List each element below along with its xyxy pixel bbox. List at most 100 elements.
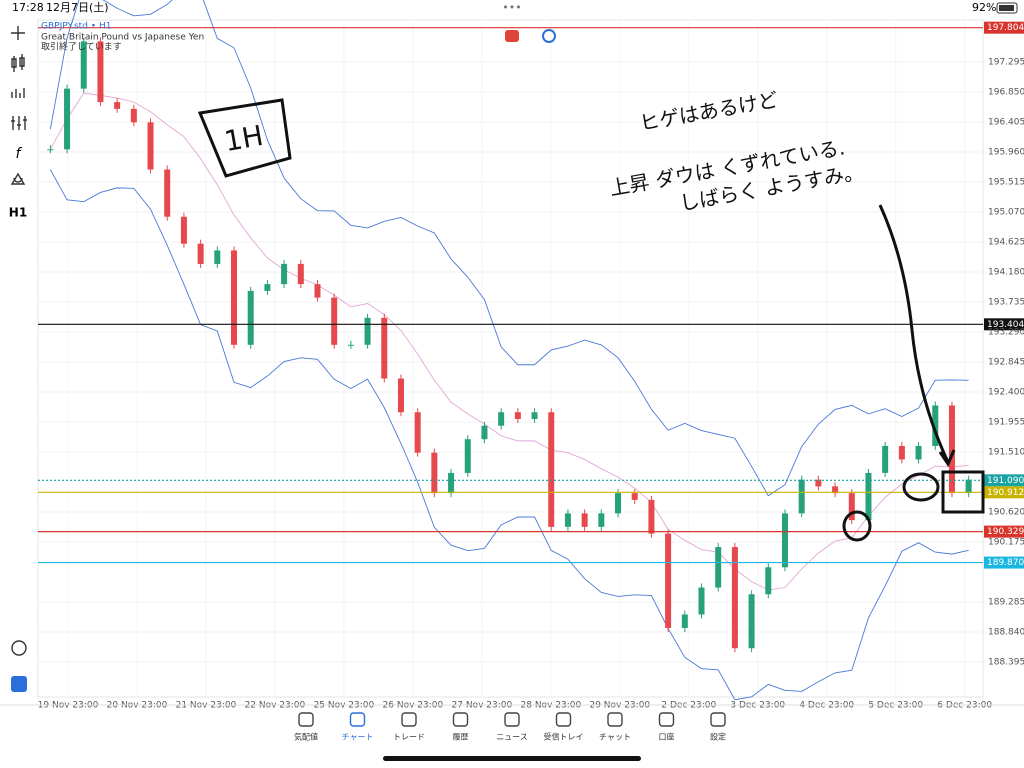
nav-icon[interactable] [504,712,520,727]
function-tool[interactable]: f [16,146,23,162]
y-tick-label: 188.395 [988,658,1024,668]
candle [381,317,388,379]
candle [648,499,655,534]
candle [731,547,738,649]
candle [514,412,521,419]
candle [264,284,271,291]
hand-square [941,470,985,514]
nav-icon[interactable] [452,712,469,727]
price-level-tag [984,556,1024,569]
price-level-tag [984,525,1024,538]
candle [564,513,571,527]
nav-label[interactable]: チャート [342,733,374,742]
nav-label[interactable]: 受信トレイ [544,732,584,742]
y-tick-label: 188.840 [988,628,1024,638]
nav-label[interactable]: 設定 [710,733,726,742]
nav-icon[interactable] [607,712,623,727]
crosshair-tool[interactable] [11,26,25,40]
candle [47,149,54,151]
nav-icon[interactable] [298,712,314,727]
chart-type-tool[interactable] [11,54,25,72]
left-toolbar [10,26,27,656]
candle [231,250,238,345]
hand-timeframe: 1H [222,119,266,158]
candle [681,614,688,628]
nav-label[interactable]: 気配値 [294,732,318,742]
y-tick-label: 192.845 [988,358,1024,368]
battery-level: 92% [972,1,996,14]
candle [581,513,588,527]
nav-label[interactable]: チャット [599,733,631,742]
candle [948,405,955,494]
candle [364,317,371,345]
plot-frame [37,19,984,698]
price-level-label: 190.912 [987,488,1024,498]
timeframe-tool[interactable]: H1 [9,206,27,220]
candle [698,587,705,615]
y-tick-label: 190.620 [988,508,1024,518]
candle [882,445,889,473]
nav-label[interactable]: 履歴 [453,733,469,742]
candle [548,412,555,527]
nav-icon[interactable] [349,712,366,727]
price-level-tag [984,474,1024,487]
battery-icon [996,2,1018,14]
candle [715,547,722,588]
candle [598,513,605,527]
nav-icon[interactable] [658,712,675,727]
candle [80,41,87,89]
nav-label[interactable]: ニュース [496,733,528,742]
candle [147,122,154,170]
nav-icon[interactable] [555,712,572,727]
candle [965,479,972,494]
candle [97,41,104,103]
y-tick-label: 193.290 [988,328,1024,338]
objects-tool[interactable] [10,172,26,185]
candle [765,567,772,595]
hand-circle [842,510,872,542]
trade-button[interactable] [505,30,519,42]
y-tick-label: 196.405 [988,118,1024,128]
hand-circle [902,472,940,502]
bottom-nav: 気配値 チャート トレード 履歴 ニュース 受信トレイ チャット 口座 設定 [294,712,726,742]
hand-note-1: ヒゲはあるけど [638,87,780,135]
nav-label[interactable]: 口座 [659,733,675,742]
candle [347,344,354,346]
candle [448,472,455,494]
candle [498,412,505,426]
candle [748,594,755,649]
price-level-label: 193.404 [987,320,1024,330]
analytics-tool[interactable] [11,640,27,656]
status-time: 17:28 [12,1,44,14]
settings-tool[interactable] [11,116,27,130]
app-logo[interactable] [11,676,27,692]
hand-box [197,98,292,178]
indicator-tool[interactable] [11,88,25,98]
y-tick-label: 191.510 [988,448,1024,458]
candle [114,102,121,109]
bands [49,0,969,701]
y-tick-label: 195.515 [988,178,1024,188]
candle [915,445,922,460]
price-level-label: 191.090 [987,476,1024,486]
candle [631,493,638,500]
candle [798,479,805,514]
nav-label[interactable]: トレード [393,733,425,742]
symbol-label[interactable]: GBPJPY.std • H1 [41,22,111,32]
levels: 197.804 193.404 191.090 190.912 190.329 189.8… [38,21,1024,569]
home-indicator [383,756,641,761]
candle [214,250,221,264]
one-click-button[interactable] [542,29,556,43]
y-tick-label: 196.850 [988,88,1024,98]
bollinger-band [49,169,969,701]
candle [615,493,622,514]
bollinger-band [49,92,969,591]
nav-icon[interactable] [710,712,726,727]
candle [197,243,204,264]
candles [47,37,972,653]
price-level-tag [984,486,1024,499]
nav-icon[interactable] [401,712,417,727]
candle [314,284,321,298]
status-date: 12月7日(土) [46,1,109,14]
